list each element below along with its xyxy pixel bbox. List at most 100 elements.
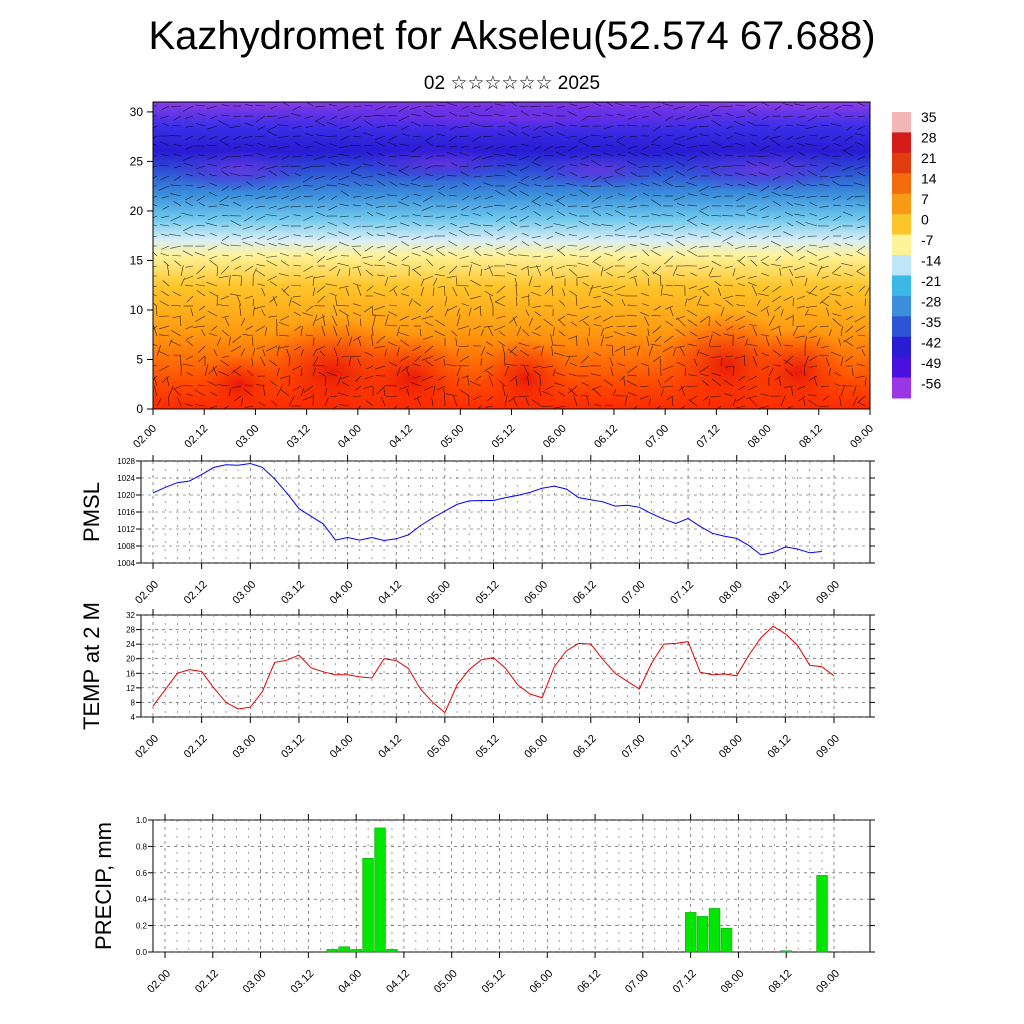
colorbar-label: -28 [921,294,941,310]
wind-vector [605,195,614,200]
wind-vector [198,154,206,157]
wind-vector [653,125,662,132]
wind-vector [647,328,650,337]
wind-vector [734,245,746,250]
wind-vector [661,233,674,237]
wind-vector [578,235,590,240]
wind-vector [521,143,530,147]
wind-vector [720,307,725,317]
wind-vector [556,372,566,377]
x-tick-label: 06.12 [571,733,599,761]
wind-vector [528,317,533,327]
wind-vector [496,251,506,257]
wind-vector [785,172,794,177]
wind-vector [834,112,842,117]
wind-vector [201,329,206,337]
wind-vector [487,395,494,402]
wind-vector [772,285,782,293]
wind-vector [210,405,218,409]
wind-vector [173,200,182,207]
wind-vector [509,145,518,148]
wind-vector [169,233,182,237]
wind-vector [306,305,314,312]
wind-vector [171,105,182,107]
wind-vector [412,214,422,217]
wind-vector [459,135,470,137]
wind-vector [834,242,842,247]
wind-vector [786,222,794,227]
wind-vector [168,395,170,407]
wind-vector [858,235,866,241]
wind-vector [832,313,842,317]
wind-vector [161,195,170,199]
wind-vector [820,195,830,198]
wind-vector [352,247,362,257]
wind-vector [256,264,266,267]
wind-vector [804,336,807,347]
wind-vector [540,345,544,357]
wind-vector [664,255,674,265]
wind-vector [509,315,518,324]
x-tick-label: 05.00 [432,968,460,996]
wind-vector [816,337,821,347]
wind-vector [376,385,386,395]
wind-vector [425,224,434,227]
wind-vector [233,115,242,118]
wind-vector [853,182,866,187]
wind-vector [532,305,542,308]
wind-vector [256,384,266,387]
wind-vector [553,344,566,347]
wind-vector [412,221,422,227]
wind-vector [821,275,830,279]
wind-vector [688,233,698,237]
wind-vector [737,259,746,267]
wind-vector [689,175,698,180]
wind-vector [568,145,578,152]
wind-vector [221,355,230,358]
wind-vector [735,275,746,280]
wind-vector [650,225,662,228]
wind-vector [558,330,566,337]
wind-vector [505,363,518,367]
wind-vector [589,115,602,117]
wind-vector [734,355,746,359]
heatmap-field [153,102,870,409]
wind-vectors [153,102,870,409]
wind-vector [761,102,770,107]
y-tick-label: 1016 [117,508,135,517]
colorbar-swatch [892,132,911,154]
y-tick-label: 1.0 [136,816,148,825]
wind-vector [330,162,338,167]
wind-vector [421,315,434,320]
wind-vector [357,266,362,277]
wind-vector [410,382,422,387]
wind-vector [386,225,398,229]
wind-vector [461,205,470,211]
wind-vector [240,397,244,407]
wind-vector [293,265,302,267]
wind-vector [808,394,818,397]
wind-vector [474,250,482,257]
x-tick-label: 07.12 [671,968,699,996]
colorbar-label: 28 [921,130,937,146]
wind-vector [783,385,794,388]
wind-vector [262,384,266,397]
y-tick-label: 1012 [117,525,135,534]
wind-vector [266,260,278,267]
wind-vector [432,287,435,297]
wind-vector [182,105,194,112]
wind-vector [590,153,602,157]
wind-vector [434,274,446,277]
wind-vector [255,175,266,180]
wind-vector [544,225,554,229]
wind-vector [384,349,387,357]
wind-vector [232,369,242,377]
wind-vector [375,195,386,199]
wind-vector [228,336,231,347]
wind-vector [464,287,470,297]
wind-vector [312,287,316,297]
wind-vector [242,241,254,247]
wind-vector [230,244,242,247]
x-tick-label: 04.00 [336,968,364,996]
wind-vector [494,301,506,307]
